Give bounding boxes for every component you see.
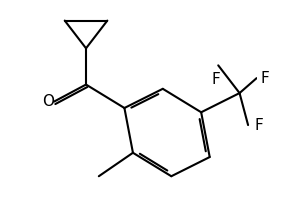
Text: F: F <box>212 72 220 87</box>
Text: F: F <box>261 71 270 86</box>
Text: F: F <box>254 118 263 133</box>
Text: O: O <box>42 94 54 109</box>
